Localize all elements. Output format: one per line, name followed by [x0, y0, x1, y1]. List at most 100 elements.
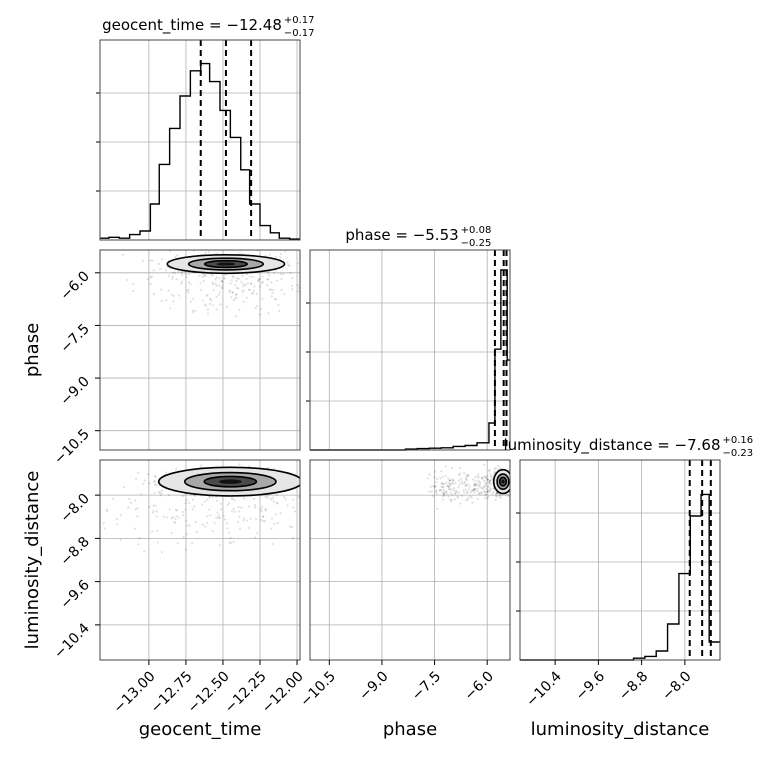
sample-point: [462, 488, 465, 492]
sample-point: [176, 541, 179, 545]
sample-point: [433, 485, 436, 488]
sample-point: [513, 482, 515, 484]
sample-point: [201, 503, 204, 506]
sample-point: [211, 496, 214, 499]
sample-point: [168, 508, 171, 511]
sample-point: [448, 485, 451, 488]
sample-point: [192, 311, 195, 314]
sample-point: [255, 292, 258, 295]
sample-point: [214, 278, 217, 281]
sample-point: [185, 519, 188, 522]
sample-point: [451, 466, 454, 470]
sample-point: [476, 497, 479, 501]
sample-point: [246, 519, 249, 522]
sample-point: [167, 289, 170, 292]
sample-point: [450, 494, 454, 497]
sample-point: [222, 514, 225, 517]
sample-point: [211, 281, 214, 284]
sample-point: [208, 302, 212, 305]
title-plus: +0.16: [723, 435, 754, 446]
sample-point: [490, 475, 493, 478]
sample-point: [296, 290, 300, 293]
sample-point: [155, 515, 158, 518]
sample-point: [477, 484, 480, 487]
sample-point: [430, 490, 433, 493]
sample-point: [269, 497, 272, 500]
sample-point: [216, 511, 219, 514]
sample-point: [105, 508, 109, 511]
sample-point: [154, 475, 157, 478]
sample-point: [127, 506, 130, 509]
sample-point: [499, 496, 502, 499]
sample-point: [279, 253, 282, 256]
sample-point: [511, 478, 513, 480]
x-tick-label: −8.0: [659, 668, 694, 703]
sample-point: [510, 484, 512, 486]
sample-point: [142, 482, 145, 485]
sample-point: [177, 270, 180, 273]
sample-point: [240, 506, 243, 509]
sample-point: [162, 515, 165, 518]
sample-point: [486, 497, 489, 500]
sample-point: [261, 280, 265, 284]
sample-point: [219, 502, 222, 505]
sample-point: [472, 488, 475, 491]
sample-point: [169, 250, 172, 253]
sample-point: [185, 276, 188, 279]
sample-point: [215, 308, 218, 311]
sample-point: [212, 288, 215, 292]
sample-point: [174, 508, 178, 511]
sample-point: [207, 250, 210, 253]
sample-point: [488, 482, 491, 485]
sample-point: [271, 291, 274, 294]
sample-point: [208, 496, 211, 499]
sample-point: [174, 518, 177, 521]
sample-point: [254, 536, 257, 539]
y-tick-label: −6.0: [57, 268, 92, 303]
sample-point: [462, 482, 466, 485]
sample-point: [153, 491, 156, 495]
sample-point: [488, 468, 491, 472]
y-tick-label: −10.5: [51, 426, 93, 468]
sample-point: [173, 271, 177, 275]
sample-point: [489, 472, 492, 476]
sample-point: [220, 279, 224, 283]
sample-point: [178, 294, 181, 297]
sample-point: [204, 500, 207, 503]
sample-point: [185, 533, 188, 536]
sample-point: [474, 484, 477, 487]
sample-point: [204, 525, 207, 528]
sample-point: [494, 467, 498, 470]
sample-point: [473, 491, 476, 494]
sample-point: [443, 482, 446, 486]
sample-point: [304, 489, 306, 491]
sample-point: [253, 497, 256, 501]
sample-point: [262, 515, 265, 518]
sample-point: [230, 497, 233, 500]
sample-point: [217, 516, 220, 520]
sample-point: [482, 490, 486, 493]
x-axis-geocent_time: −13.00−12.75−12.50−12.25−12.00geocent_ti…: [111, 660, 307, 740]
sample-point: [205, 294, 208, 298]
sample-point: [473, 488, 476, 491]
sample-point: [206, 498, 209, 501]
sample-point: [457, 491, 460, 494]
sample-point: [218, 277, 221, 280]
sample-point: [266, 495, 269, 498]
panel-frame: [99, 459, 301, 661]
sample-point: [210, 273, 213, 276]
marginal-title: luminosity_distance = −7.68: [503, 436, 720, 455]
title-plus: +0.17: [284, 15, 315, 26]
sample-point: [283, 495, 286, 499]
sample-point: [187, 272, 191, 275]
sample-point: [252, 292, 255, 295]
sample-point: [270, 527, 273, 530]
marginal-phase: phase = −5.53 +0.08 −0.25: [306, 225, 511, 451]
sample-point: [167, 494, 171, 497]
sample-point: [257, 277, 260, 281]
sample-point: [280, 289, 283, 292]
sample-point: [237, 277, 240, 280]
sample-point: [487, 495, 490, 498]
sample-point: [436, 477, 439, 480]
x-tick-label: −9.0: [356, 668, 391, 703]
